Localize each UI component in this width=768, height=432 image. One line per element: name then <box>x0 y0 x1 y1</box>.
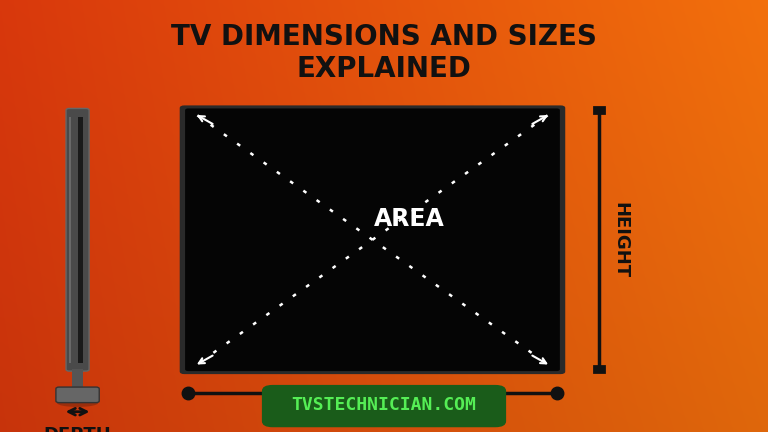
Text: HEIGHT: HEIGHT <box>611 202 630 278</box>
Bar <box>78 117 84 363</box>
Text: WIDTH: WIDTH <box>338 410 407 428</box>
Text: TVSTECHNICIAN.COM: TVSTECHNICIAN.COM <box>292 396 476 414</box>
Bar <box>69 117 71 363</box>
FancyBboxPatch shape <box>185 108 560 371</box>
Text: EXPLAINED: EXPLAINED <box>296 55 472 83</box>
Bar <box>594 366 604 372</box>
FancyBboxPatch shape <box>56 387 99 403</box>
Bar <box>594 107 604 113</box>
FancyBboxPatch shape <box>262 385 506 427</box>
FancyBboxPatch shape <box>180 105 565 374</box>
Text: DEPTH: DEPTH <box>44 426 111 432</box>
Text: AREA: AREA <box>374 207 445 231</box>
Text: TV DIMENSIONS AND SIZES: TV DIMENSIONS AND SIZES <box>171 23 597 51</box>
Bar <box>72 369 83 389</box>
Ellipse shape <box>57 399 98 407</box>
FancyBboxPatch shape <box>66 108 89 371</box>
